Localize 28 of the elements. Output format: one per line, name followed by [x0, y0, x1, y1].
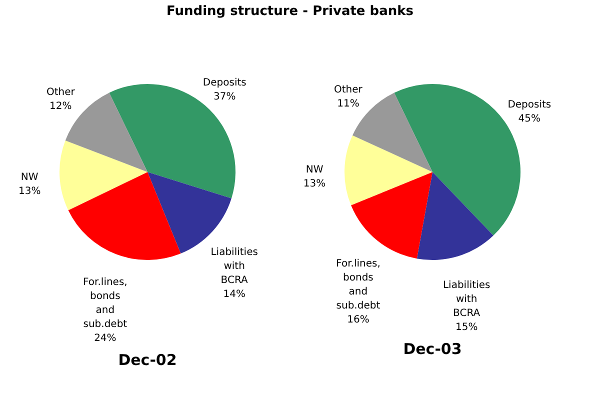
data-label: 11%: [337, 98, 360, 110]
text: Dec-03: [403, 340, 462, 358]
data-label: 16%: [347, 314, 370, 326]
text: Funding structure - Private banks: [166, 4, 414, 19]
slice-label: For.lines, bonds and sub.debt: [336, 258, 380, 312]
data-label: 45%: [518, 114, 541, 125]
data-label: 15%: [455, 322, 478, 333]
pie-slice: [68, 172, 181, 260]
slice-label: Deposits: [202, 78, 246, 89]
pie-slice: [344, 135, 432, 206]
data-label: 37%: [214, 92, 236, 103]
data-label: 13%: [18, 186, 41, 197]
slice-label: NW: [20, 172, 38, 183]
slice-label: Other: [334, 84, 364, 96]
data-label: 12%: [50, 101, 72, 112]
slice-label: For.lines, bonds and sub.debt: [83, 277, 128, 330]
data-label: 13%: [303, 178, 326, 190]
slice-label: Other: [46, 87, 76, 98]
slice-label: NW: [306, 164, 324, 176]
slice-label: Liabilities with BCRA: [442, 280, 490, 319]
slice-label: Deposits: [508, 100, 552, 111]
pie-slice: [60, 140, 148, 210]
pie-slice: [416, 172, 494, 260]
pie-slice: [351, 172, 432, 259]
slice-label: Liabilities with BCRA: [210, 246, 258, 286]
text: Dec-02: [118, 351, 177, 370]
data-label: 24%: [94, 333, 116, 344]
data-label: 14%: [223, 288, 246, 300]
